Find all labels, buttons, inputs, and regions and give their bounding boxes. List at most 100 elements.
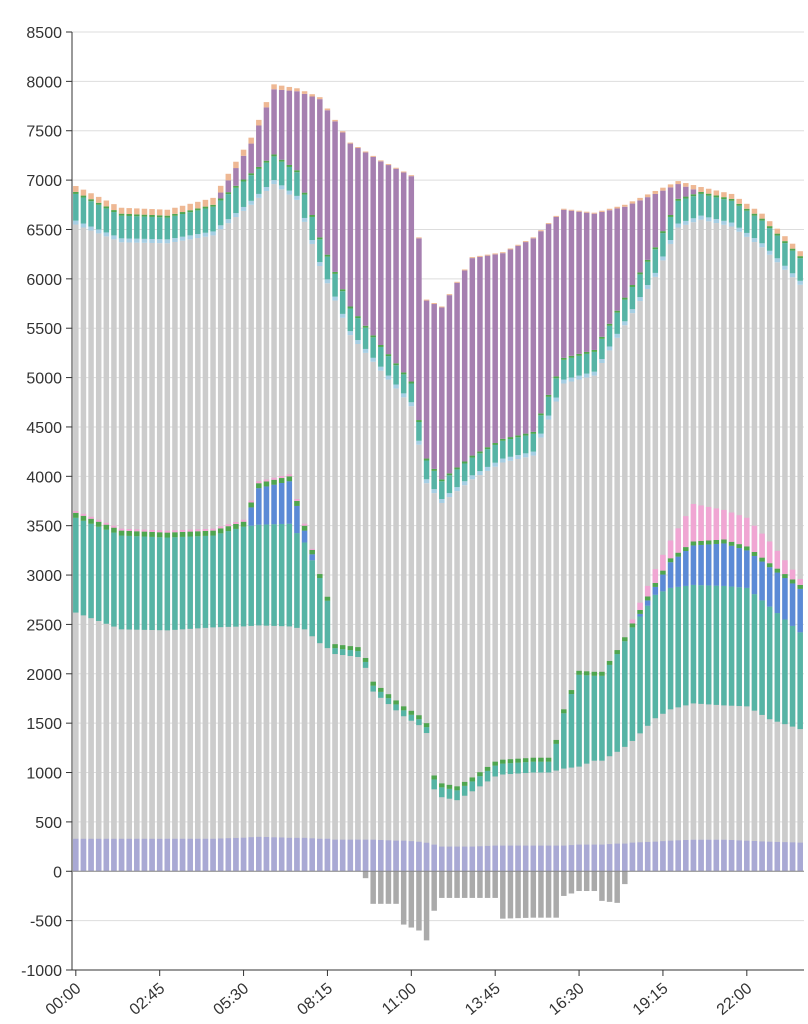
bar-segment-lower-teal: [644, 605, 651, 726]
bar-segment-negative: [538, 871, 544, 918]
bar-segment-negative: [500, 871, 506, 919]
bar-segment-upper-teal: [301, 194, 308, 218]
bar-segment-negative: [416, 871, 422, 931]
bar-segment-lower-green: [522, 758, 529, 763]
bar-segment-lower-base: [370, 839, 376, 872]
bar-segment-upper-purple: [606, 210, 613, 324]
bar-segment-upper-light-blue: [545, 415, 552, 420]
bar-segment-upper-peach: [317, 97, 323, 100]
bar-segment-lower-pink: [217, 526, 224, 529]
bar-segment-lower-teal: [355, 651, 361, 657]
bar-segment-upper-green: [660, 231, 666, 234]
bar-segment-lower-pink: [637, 602, 643, 610]
bar-segment-lower-pink: [195, 529, 201, 532]
bar-segment-upper-purple: [599, 211, 605, 337]
bar-segment-upper-gray: [416, 444, 422, 843]
bar-segment-lower-gray: [446, 798, 453, 847]
bar-segment-lower-green: [271, 479, 277, 485]
bar-segment-lower-blue: [667, 562, 674, 588]
bar-segment-lower-pink: [751, 525, 758, 553]
bar-segment-lower-green: [561, 709, 567, 714]
bar-segment-lower-gray: [522, 773, 529, 846]
bar-segment-upper-teal: [500, 440, 506, 459]
y-tick-label: 2500: [26, 617, 62, 634]
bar-segment-negative: [477, 871, 483, 898]
bar-segment-lower-gray: [538, 772, 544, 846]
bar-segment-lower-teal: [599, 675, 605, 761]
bar-segment-upper-light-blue: [408, 402, 415, 407]
bar-segment-upper-peach: [538, 230, 544, 232]
bar-segment-upper-green: [721, 197, 727, 200]
bar-segment-upper-green: [378, 345, 384, 347]
bar-group: [538, 230, 544, 918]
bar-segment-lower-pink: [95, 519, 102, 522]
bar-segment-lower-green: [477, 772, 483, 777]
y-tick-label: 6000: [26, 272, 62, 289]
bar-segment-lower-base: [530, 845, 537, 872]
bar-segment-upper-light-blue: [644, 285, 651, 289]
bar-segment-upper-green: [675, 198, 681, 201]
bar-segment-upper-green: [103, 206, 110, 209]
bar-segment-lower-green: [759, 557, 765, 562]
bar-segment-lower-pink: [164, 530, 171, 533]
bar-segment-negative: [446, 871, 453, 898]
x-tick-label: 22:00: [714, 980, 756, 1019]
bar-segment-upper-teal: [248, 175, 254, 201]
bar-segment-lower-gray: [118, 629, 125, 839]
y-tick-label: 7000: [26, 173, 62, 190]
bar-segment-upper-purple: [545, 224, 552, 395]
bar-segment-lower-gray: [698, 703, 704, 840]
bar-segment-upper-light-blue: [339, 313, 346, 318]
bar-segment-lower-green: [545, 757, 552, 762]
bar-segment-upper-teal: [408, 383, 415, 403]
bar-segment-upper-teal: [294, 172, 300, 196]
bar-segment-lower-green: [149, 531, 155, 537]
bar-segment-upper-teal: [774, 235, 781, 259]
bar-segment-lower-green: [744, 546, 750, 551]
bar-segment-upper-teal: [317, 239, 323, 263]
y-tick-label: 7500: [26, 124, 62, 141]
bar-segment-upper-light-blue: [126, 238, 132, 243]
bar-group: [134, 208, 140, 872]
bar-segment-lower-teal: [278, 523, 285, 627]
bar-segment-upper-peach: [179, 205, 186, 213]
bar-segment-lower-base: [744, 840, 750, 872]
bar-segment-lower-base: [317, 838, 323, 872]
bar-segment-upper-light-blue: [324, 279, 331, 284]
bar-segment-upper-light-blue: [713, 219, 720, 224]
bar-segment-lower-base: [439, 846, 445, 872]
bar-segment-upper-gray: [339, 317, 346, 839]
bar-segment-upper-light-blue: [766, 250, 773, 255]
bar-segment-upper-purple: [225, 180, 232, 193]
bar-segment-lower-gray: [95, 620, 102, 839]
bar-segment-lower-teal: [248, 525, 254, 626]
bar-segment-upper-green: [210, 204, 216, 207]
bar-segment-upper-peach: [73, 186, 79, 192]
bar-group: [667, 184, 674, 872]
bar-segment-upper-peach: [347, 142, 354, 144]
bar-segment-upper-peach: [683, 183, 689, 187]
bar-segment-negative: [614, 871, 620, 903]
bar-segment-lower-pink: [309, 548, 315, 550]
bar-segment-upper-peach: [225, 173, 232, 181]
bar-segment-upper-purple: [683, 186, 689, 197]
bar-segment-upper-purple: [248, 143, 254, 174]
bar-segment-upper-peach: [370, 155, 376, 157]
bar-segment-upper-teal: [141, 216, 148, 239]
bar-segment-upper-peach: [256, 119, 262, 126]
bar-segment-lower-teal: [240, 526, 247, 627]
bar-segment-lower-teal: [141, 536, 148, 630]
bar-segment-upper-peach: [500, 252, 506, 254]
bar-group: [484, 254, 491, 898]
bar-segment-lower-green: [95, 521, 102, 527]
bar-segment-upper-gray: [507, 460, 514, 844]
bar-segment-lower-green: [774, 568, 781, 573]
bar-segment-upper-purple: [263, 107, 270, 161]
bar-segment-upper-green: [782, 241, 788, 244]
bar-segment-upper-teal: [477, 453, 483, 472]
bar-segment-upper-light-blue: [736, 227, 742, 232]
bar-segment-lower-base: [355, 839, 361, 872]
bar-segment-upper-green: [667, 214, 674, 217]
bar-segment-lower-teal: [408, 714, 415, 721]
bar-segment-upper-peach: [172, 207, 178, 214]
